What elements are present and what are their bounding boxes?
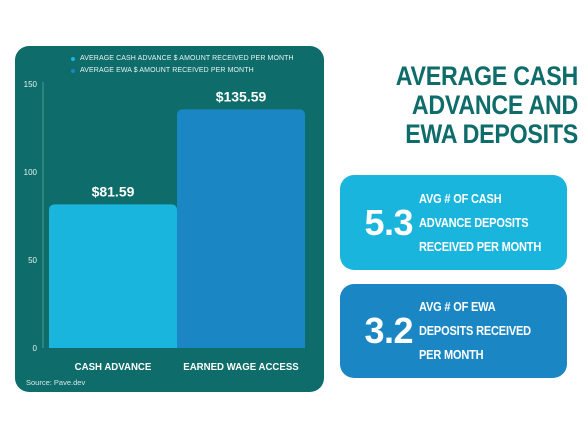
bar-chart: 0 50 100 150 $81.59 CASH ADVANCE $135.59 EARNED…	[24, 80, 305, 373]
stat-label-cash-advance: AVG # OF CASH ADVANCE DEPOSITS RECEIVED …	[419, 191, 542, 254]
y-tick-label: 0	[33, 344, 38, 353]
x-tick-label: EARNED WAGE ACCESS	[183, 362, 299, 373]
y-tick-label: 100	[24, 168, 38, 177]
x-tick-label: CASH ADVANCE	[75, 362, 152, 373]
source-note: Source: Pave.dev	[26, 378, 86, 387]
bar	[177, 109, 305, 348]
bar	[49, 204, 177, 348]
y-tick-label: 50	[28, 256, 37, 265]
stat-value-ewa: 3.2	[364, 310, 414, 351]
legend-item-cash: AVERAGE CASH ADVANCE $ AMOUNT RECEIVED P…	[71, 53, 294, 65]
stat-label-ewa: AVG # OF EWA DEPOSITS RECEIVED PER MONTH	[419, 300, 531, 362]
legend-label-ewa: AVERAGE EWA $ AMOUNT RECEIVED PER MONTH	[80, 67, 254, 74]
chart-legend: AVERAGE CASH ADVANCE $ AMOUNT RECEIVED P…	[71, 53, 294, 77]
bar-value-label: $135.59	[216, 88, 267, 104]
y-tick-label: 150	[24, 80, 38, 89]
bar-value-label: $81.59	[92, 183, 135, 199]
legend-swatch-ewa	[71, 69, 75, 73]
chart-card: AVERAGE CASH ADVANCE $ AMOUNT RECEIVED P…	[15, 46, 324, 392]
legend-swatch-cash	[71, 57, 75, 61]
legend-item-ewa: AVERAGE EWA $ AMOUNT RECEIVED PER MONTH	[71, 65, 294, 77]
stat-card-ewa: 3.2 AVG # OF EWA DEPOSITS RECEIVED PER M…	[340, 284, 567, 378]
page-title: AVERAGE CASH ADVANCE AND EWA DEPOSITS	[395, 61, 579, 149]
stat-value-cash-advance: 5.3	[364, 201, 414, 243]
stat-card-cash-advance: 5.3 AVG # OF CASH ADVANCE DEPOSITS RECEI…	[340, 175, 567, 270]
legend-label-cash: AVERAGE CASH ADVANCE $ AMOUNT RECEIVED P…	[80, 55, 294, 62]
